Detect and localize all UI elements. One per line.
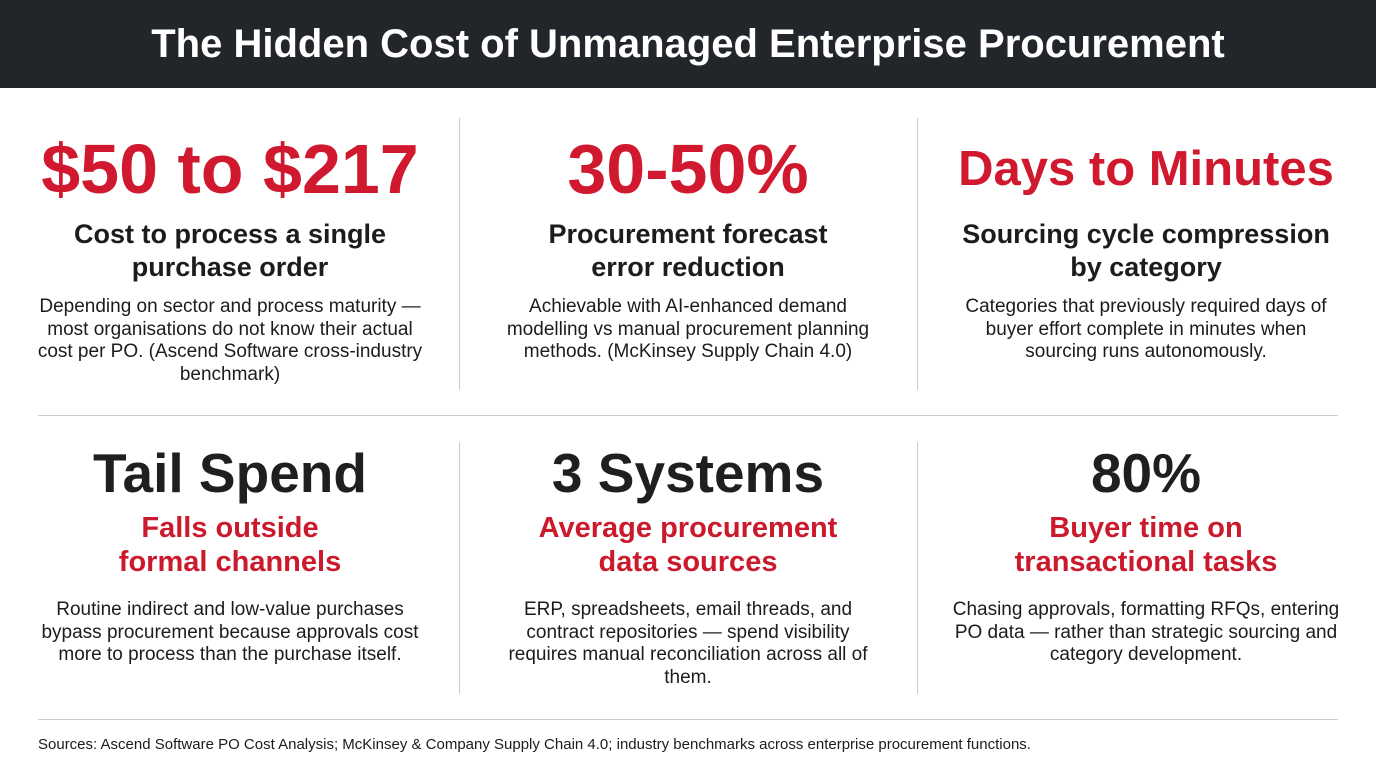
divider	[459, 118, 460, 390]
subtitle: Cost to process a single purchase order	[74, 218, 386, 284]
description: Achievable with AI-enhanced demand model…	[506, 296, 870, 362]
subtitle-line: data sources	[598, 546, 778, 578]
description: Categories that previously required days…	[965, 296, 1327, 362]
stat-card: Tail Spend Falls outside formal channels Ro…	[1, 440, 459, 667]
stat-card: 80% Buyer time on transactional tasks Chasi…	[917, 440, 1375, 667]
stat-card: 3 Systems Average procurement data sources…	[459, 440, 917, 689]
description: Depending on sector and process maturity…	[37, 296, 423, 385]
subtitle-line: by category	[1070, 252, 1222, 282]
subtitle: Average procurement data sources	[539, 511, 838, 579]
subtitle-line: error reduction	[591, 252, 785, 282]
subtitle: Falls outside formal channels	[119, 511, 341, 579]
sources: Sources: Ascend Software PO Cost Analysi…	[38, 736, 1031, 753]
subtitle-line: formal channels	[118, 546, 342, 578]
headline: Tail Spend	[92, 441, 367, 504]
subtitle-line: Sourcing cycle compression	[962, 219, 1330, 249]
subtitle-line: Falls outside	[141, 512, 319, 544]
divider	[459, 442, 460, 694]
description: Chasing approvals, formatting RFQs, ente…	[952, 599, 1340, 665]
description: Routine indirect and low-value purchases…	[41, 599, 419, 665]
stat-card: $50 to $217 Cost to process a single purch…	[1, 128, 459, 386]
subtitle: Buyer time on transactional tasks	[1015, 511, 1278, 579]
subtitle: Procurement forecast error reduction	[548, 218, 827, 284]
subtitle: Sourcing cycle compression by category	[962, 218, 1330, 284]
subtitle-line: Buyer time on	[1049, 512, 1243, 544]
description: ERP, spreadsheets, email threads, and co…	[508, 599, 868, 688]
stat-card: Days to Minutes Sourcing cycle compressio…	[917, 128, 1375, 364]
divider	[917, 442, 918, 694]
headline: 80%	[1090, 441, 1202, 504]
subtitle-line: Cost to process a single	[73, 219, 387, 249]
divider	[917, 118, 918, 390]
header-title: The Hidden Cost of Unmanaged Enterprise …	[0, 0, 1376, 88]
subtitle-line: Procurement forecast	[548, 219, 828, 249]
subtitle-line: Average procurement	[538, 512, 838, 544]
stat-card: 30-50% Procurement forecast error reductio…	[459, 128, 917, 364]
subtitle-line: transactional tasks	[1014, 546, 1278, 578]
divider	[38, 719, 1338, 720]
headline: 3 Systems	[551, 441, 825, 504]
headline: $50 to $217	[41, 130, 419, 208]
divider	[38, 415, 1338, 416]
headline: Days to Minutes	[958, 141, 1334, 196]
subtitle-line: purchase order	[131, 252, 329, 282]
headline: 30-50%	[567, 130, 809, 208]
